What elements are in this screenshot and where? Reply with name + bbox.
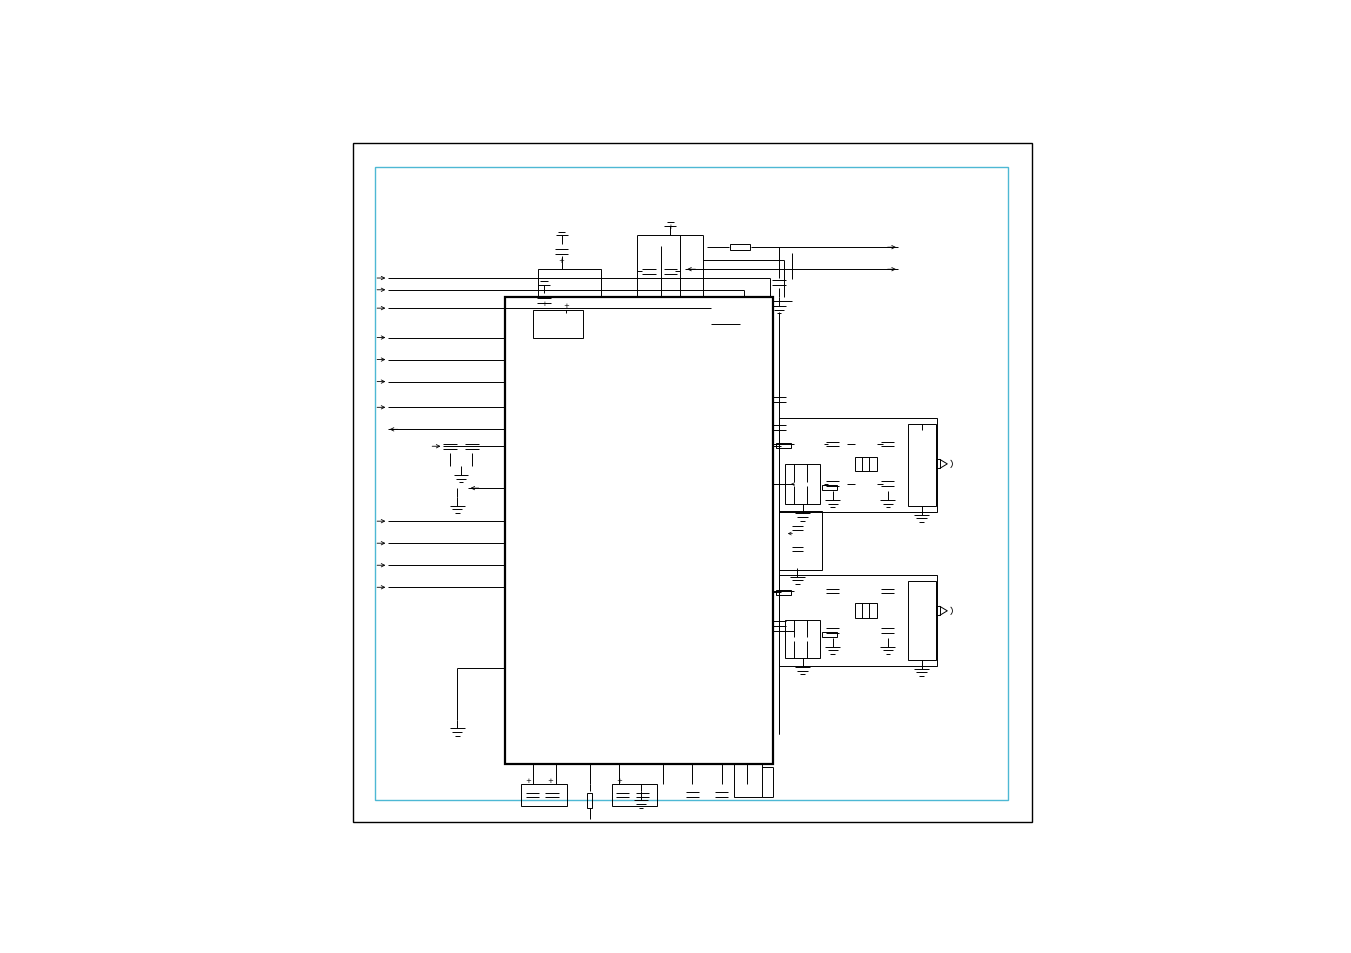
Text: +: +	[563, 302, 569, 309]
Bar	[586, 793, 593, 808]
Bar	[376, 168, 1008, 801]
Bar	[780, 419, 938, 512]
Bar	[908, 581, 935, 660]
Bar	[785, 620, 820, 659]
Bar	[505, 298, 773, 763]
Bar	[780, 575, 938, 666]
Bar	[935, 460, 940, 469]
Bar	[730, 245, 750, 251]
Bar	[775, 590, 790, 596]
Bar	[612, 784, 657, 806]
Text: +: +	[547, 777, 554, 783]
Text: +: +	[667, 224, 673, 230]
Bar	[734, 763, 762, 797]
Bar	[823, 632, 838, 638]
Bar	[538, 270, 601, 298]
Bar	[785, 464, 820, 505]
Bar	[534, 311, 582, 338]
Bar	[855, 457, 877, 472]
Bar	[780, 512, 821, 571]
Bar	[823, 485, 838, 491]
Text: +: +	[540, 301, 547, 307]
Text: +: +	[616, 777, 621, 783]
Bar	[855, 604, 877, 618]
Text: +: +	[559, 258, 565, 264]
Bar	[935, 607, 940, 616]
Bar	[775, 443, 790, 449]
Bar	[908, 425, 935, 506]
Text: +: +	[526, 777, 531, 783]
Bar	[521, 784, 567, 806]
